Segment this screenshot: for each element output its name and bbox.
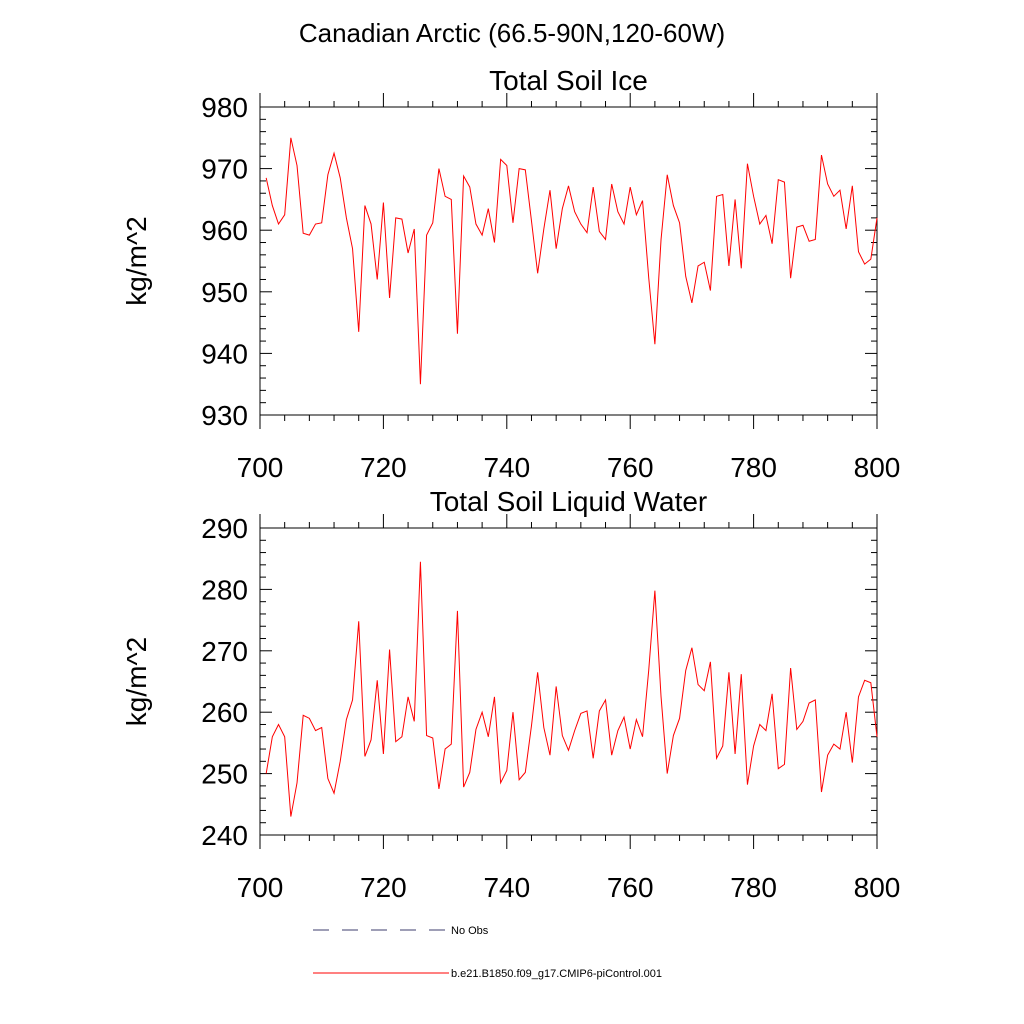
y-tick-label: 960 bbox=[201, 215, 248, 246]
x-tick-label: 800 bbox=[854, 452, 901, 483]
x-tick-label: 700 bbox=[237, 452, 284, 483]
y-tick-label: 930 bbox=[201, 400, 248, 431]
y-tick-label: 280 bbox=[201, 574, 248, 605]
y-tick-label: 970 bbox=[201, 154, 248, 185]
x-tick-label: 760 bbox=[607, 452, 654, 483]
legend: No Obs b.e21.B1850.f09_g17.CMIP6-piContro… bbox=[313, 925, 662, 980]
panel-title: Total Soil Ice bbox=[489, 65, 648, 96]
plot-frame bbox=[259, 527, 878, 836]
series-line-1 bbox=[265, 561, 878, 817]
y-axis-label: kg/m^2 bbox=[121, 216, 152, 305]
y-tick-label: 240 bbox=[201, 820, 248, 851]
y-tick-label: 250 bbox=[201, 759, 248, 790]
chart-panel-2: 240 250 260 270 280 290 700 720 740 760 780 800 Tota… bbox=[121, 486, 900, 903]
y-tick-label: 290 bbox=[201, 513, 248, 544]
x-tick-label: 740 bbox=[483, 872, 530, 903]
x-tick-label: 720 bbox=[360, 452, 407, 483]
x-tick-label: 800 bbox=[854, 872, 901, 903]
x-tick-label: 700 bbox=[237, 872, 284, 903]
x-tick-label: 760 bbox=[607, 872, 654, 903]
plot-frame bbox=[259, 106, 878, 416]
y-tick-label: 260 bbox=[201, 697, 248, 728]
chart-panel-1: 930 940 950 960 970 980 700 720 740 760 780 800 Tota… bbox=[121, 65, 900, 483]
figure-title: Canadian Arctic (66.5-90N,120-60W) bbox=[299, 18, 725, 48]
series-line-1 bbox=[265, 137, 878, 385]
y-tick-label: 940 bbox=[201, 338, 248, 369]
y-axis-label: kg/m^2 bbox=[121, 637, 152, 726]
y-tick-label: 950 bbox=[201, 277, 248, 308]
plots: 930 940 950 960 970 980 700 720 740 760 780 800 Tota… bbox=[121, 65, 900, 903]
x-tick-label: 740 bbox=[483, 452, 530, 483]
x-tick-label: 780 bbox=[730, 872, 777, 903]
panel-title: Total Soil Liquid Water bbox=[430, 486, 708, 517]
legend-label-1: No Obs bbox=[451, 925, 489, 937]
y-tick-label: 980 bbox=[201, 92, 248, 123]
legend-label-2: b.e21.B1850.f09_g17.CMIP6-piControl.001 bbox=[451, 968, 662, 980]
x-tick-label: 720 bbox=[360, 872, 407, 903]
x-tick-label: 780 bbox=[730, 452, 777, 483]
y-tick-label: 270 bbox=[201, 636, 248, 667]
